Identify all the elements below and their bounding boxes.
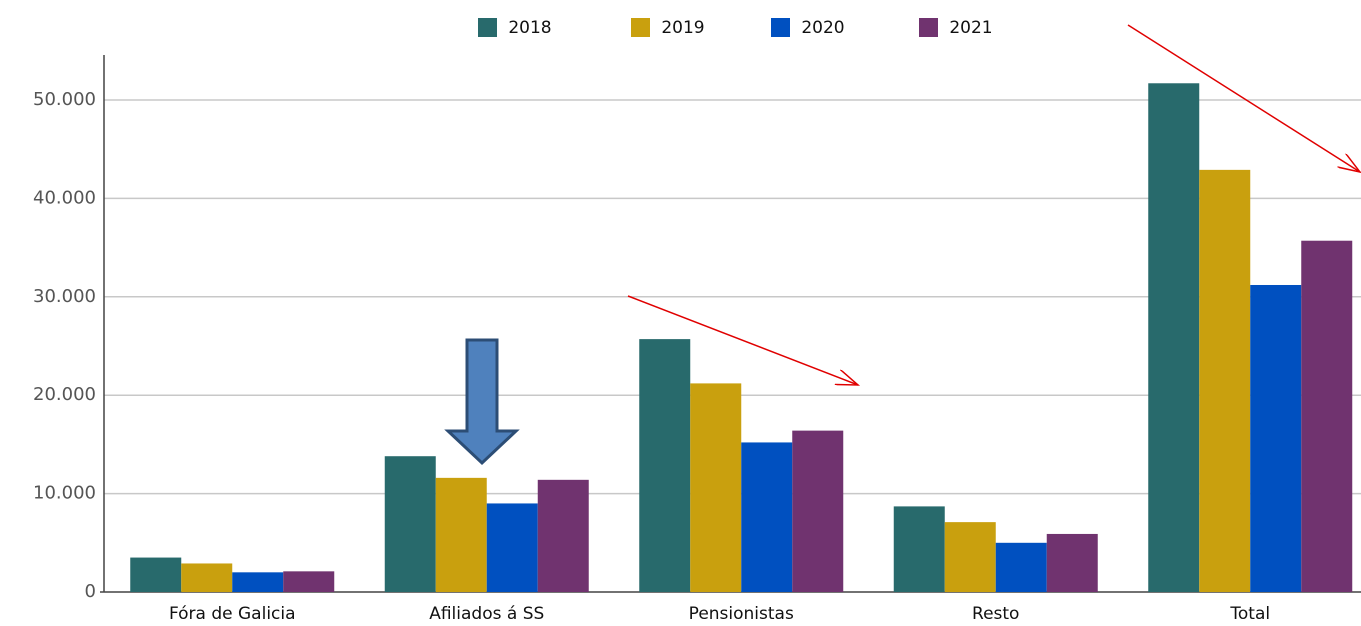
x-tick-label: Total xyxy=(1229,604,1270,624)
bar xyxy=(1199,169,1251,592)
bars xyxy=(130,83,1353,592)
x-tick-label: Pensionistas xyxy=(689,604,794,624)
bar xyxy=(537,479,589,592)
bar xyxy=(893,506,945,592)
y-tick-label: 0 xyxy=(85,581,96,602)
bar xyxy=(384,456,436,592)
legend-label: 2021 xyxy=(949,18,992,38)
legend-swatch xyxy=(478,18,497,37)
y-tick-label: 50.000 xyxy=(33,89,96,110)
bar xyxy=(283,571,335,592)
bar xyxy=(690,383,742,592)
y-tick-label: 10.000 xyxy=(33,483,96,504)
y-tick-label: 20.000 xyxy=(33,384,96,405)
bar xyxy=(995,542,1047,592)
bar xyxy=(232,572,284,592)
bar xyxy=(486,503,538,592)
bar xyxy=(1250,284,1302,592)
legend-swatch xyxy=(631,18,650,37)
bar xyxy=(741,442,793,592)
bar xyxy=(435,477,487,592)
bar xyxy=(1301,240,1353,592)
bar xyxy=(130,557,182,592)
highlight-arrow xyxy=(444,338,520,466)
legend-label: 2019 xyxy=(661,18,704,38)
y-tick-label: 40.000 xyxy=(33,187,96,208)
legend-swatch xyxy=(771,18,790,37)
bar xyxy=(944,522,996,592)
bar xyxy=(639,339,691,592)
bar xyxy=(792,430,844,592)
bar xyxy=(181,563,233,592)
legend-label: 2018 xyxy=(508,18,551,38)
x-tick-label: Fóra de Galicia xyxy=(169,604,296,624)
legend-swatch xyxy=(919,18,938,37)
x-tick-label: Afiliados á SS xyxy=(429,604,544,624)
bar xyxy=(1148,83,1200,592)
y-tick-label: 30.000 xyxy=(33,286,96,307)
legend-label: 2020 xyxy=(801,18,844,38)
annotation-arrow xyxy=(1127,24,1360,172)
x-tick-label: Resto xyxy=(972,604,1019,624)
annotation-arrow xyxy=(627,295,858,385)
bar xyxy=(1046,533,1098,592)
